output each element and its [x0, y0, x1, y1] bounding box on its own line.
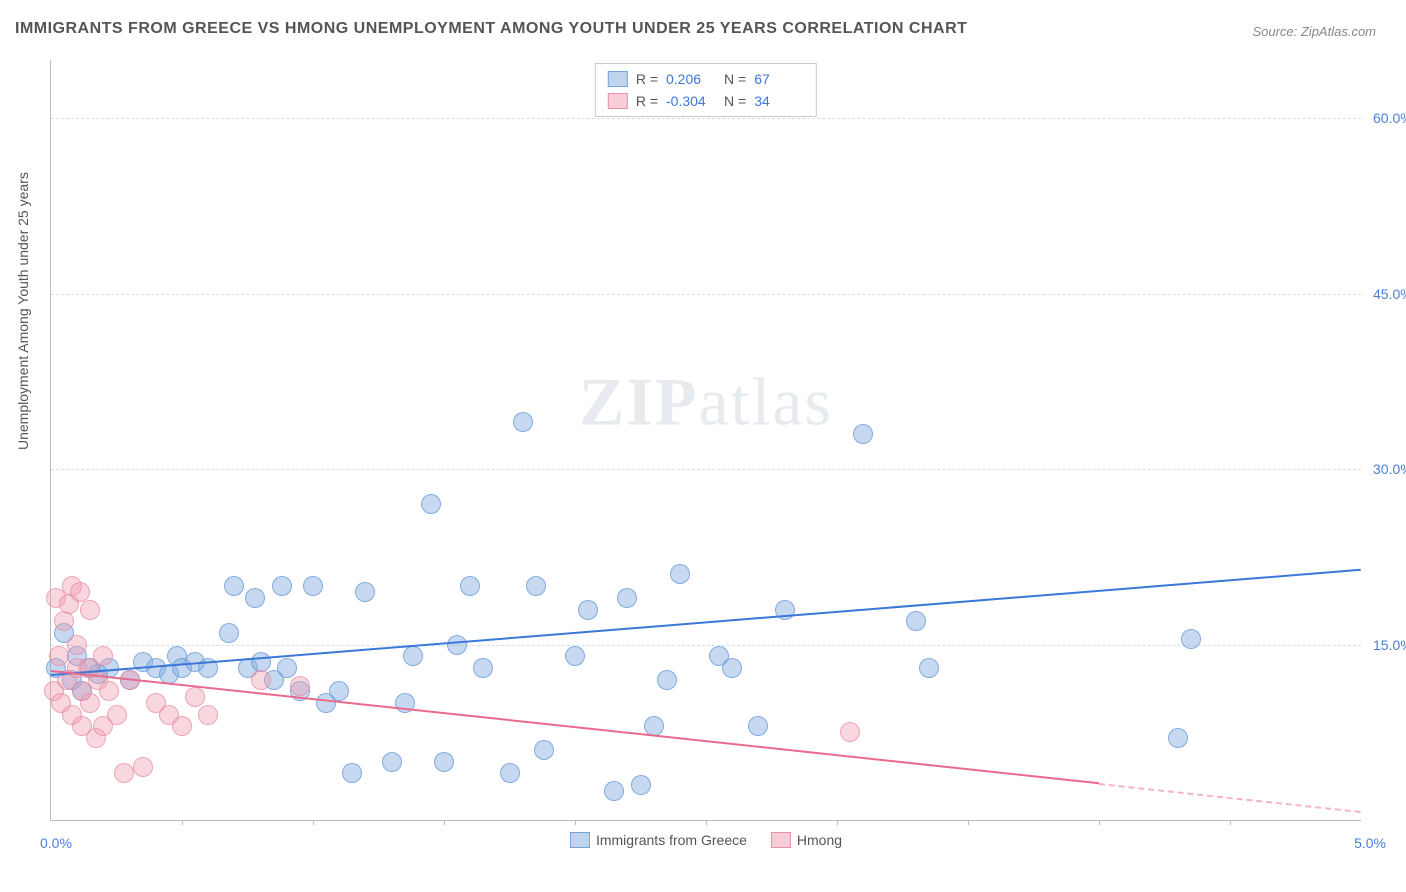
data-point [403, 646, 423, 666]
y-tick-label: 45.0% [1373, 286, 1406, 302]
data-point [185, 687, 205, 707]
trend-line-greece [51, 569, 1361, 676]
x-tick [575, 820, 576, 825]
stats-row-hmong: R = -0.304 N = 34 [608, 90, 804, 112]
swatch-pink-icon [771, 832, 791, 848]
chart-title: IMMIGRANTS FROM GREECE VS HMONG UNEMPLOY… [15, 20, 967, 38]
data-point [198, 705, 218, 725]
swatch-blue-icon [570, 832, 590, 848]
data-point [534, 740, 554, 760]
data-point [54, 611, 74, 631]
data-point [748, 716, 768, 736]
legend-item-greece: Immigrants from Greece [570, 832, 747, 848]
x-tick [706, 820, 707, 825]
data-point [500, 763, 520, 783]
data-point [80, 693, 100, 713]
data-point [342, 763, 362, 783]
x-max-label: 5.0% [1354, 835, 1386, 851]
data-point [1181, 629, 1201, 649]
x-tick [313, 820, 314, 825]
x-tick [1099, 820, 1100, 825]
data-point [460, 576, 480, 596]
data-point [853, 424, 873, 444]
y-axis-label: Unemployment Among Youth under 25 years [15, 172, 31, 450]
data-point [49, 646, 69, 666]
data-point [513, 412, 533, 432]
data-point [107, 705, 127, 725]
data-point [447, 635, 467, 655]
data-point [219, 623, 239, 643]
gridline [51, 118, 1361, 119]
gridline [51, 294, 1361, 295]
data-point [421, 494, 441, 514]
data-point [277, 658, 297, 678]
data-point [1168, 728, 1188, 748]
swatch-pink-icon [608, 93, 628, 109]
data-point [99, 681, 119, 701]
watermark: ZIPatlas [579, 363, 833, 442]
y-tick-label: 15.0% [1373, 637, 1406, 653]
data-point [272, 576, 292, 596]
data-point [93, 646, 113, 666]
data-point [80, 600, 100, 620]
data-point [840, 722, 860, 742]
data-point [670, 564, 690, 584]
data-point [251, 670, 271, 690]
data-point [355, 582, 375, 602]
x-tick [444, 820, 445, 825]
stats-row-greece: R = 0.206 N = 67 [608, 68, 804, 90]
data-point [565, 646, 585, 666]
gridline [51, 645, 1361, 646]
data-point [526, 576, 546, 596]
trend-line-hmong-extrapolated [1099, 783, 1361, 813]
data-point [303, 576, 323, 596]
data-point [919, 658, 939, 678]
x-tick [1230, 820, 1231, 825]
data-point [133, 757, 153, 777]
x-tick [182, 820, 183, 825]
data-point [224, 576, 244, 596]
y-tick-label: 30.0% [1373, 461, 1406, 477]
data-point [604, 781, 624, 801]
data-point [290, 676, 310, 696]
source-attribution: Source: ZipAtlas.com [1252, 24, 1376, 39]
trend-line-hmong [51, 670, 1099, 784]
correlation-stats-box: R = 0.206 N = 67 R = -0.304 N = 34 [595, 63, 817, 117]
y-tick-label: 60.0% [1373, 110, 1406, 126]
data-point [114, 763, 134, 783]
data-point [245, 588, 265, 608]
scatter-chart: ZIPatlas R = 0.206 N = 67 R = -0.304 N =… [50, 60, 1361, 821]
data-point [617, 588, 637, 608]
x-tick [837, 820, 838, 825]
data-point [722, 658, 742, 678]
data-point [329, 681, 349, 701]
data-point [657, 670, 677, 690]
gridline [51, 469, 1361, 470]
legend-item-hmong: Hmong [771, 832, 842, 848]
data-point [631, 775, 651, 795]
swatch-blue-icon [608, 71, 628, 87]
data-point [172, 716, 192, 736]
data-point [67, 635, 87, 655]
x-tick [968, 820, 969, 825]
bottom-legend: Immigrants from Greece Hmong [570, 832, 842, 848]
data-point [382, 752, 402, 772]
data-point [434, 752, 454, 772]
data-point [473, 658, 493, 678]
data-point [578, 600, 598, 620]
x-origin-label: 0.0% [40, 835, 72, 851]
data-point [906, 611, 926, 631]
